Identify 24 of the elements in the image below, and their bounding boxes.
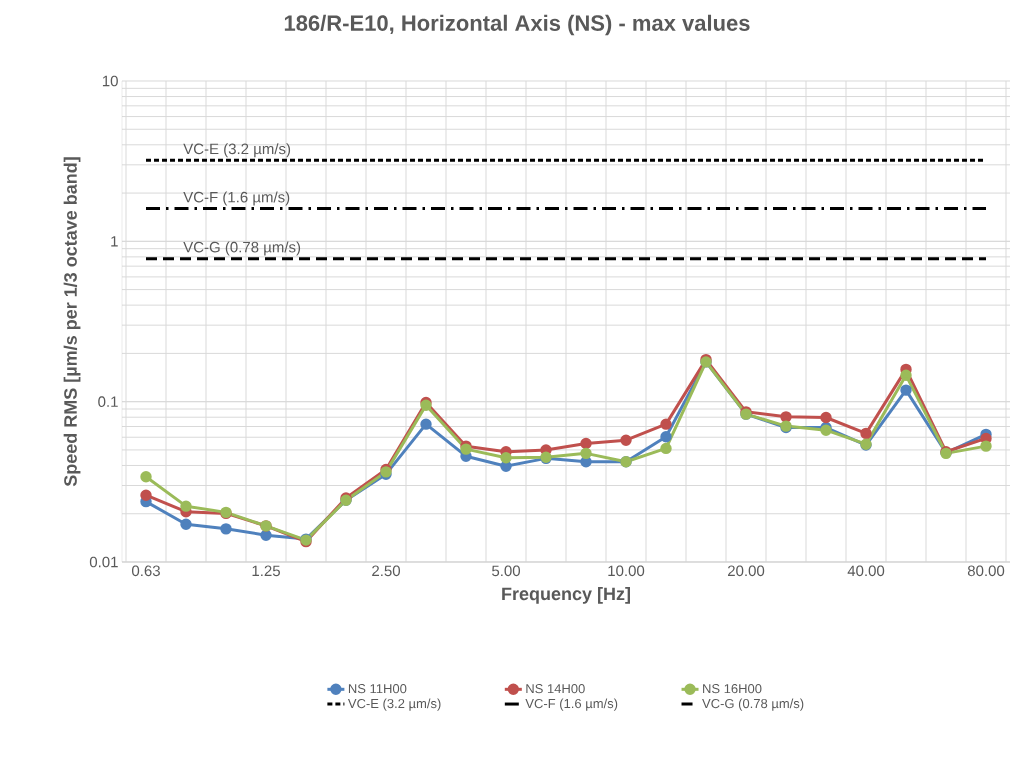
x-tick-label: 5.00 [492,565,521,577]
legend-label: NS 11H00 [348,684,407,694]
x-tick-label: 2.50 [372,565,401,577]
y-tick-label: 1 [111,236,118,247]
legend-label: NS 14H00 [526,684,585,694]
x-tick-label: 20.00 [727,565,765,577]
y-tick-label: 0.1 [98,396,118,407]
x-tick-label: 0.63 [132,565,160,577]
legend-label: VC-E (3.2 µm/s) [347,698,441,711]
y-axis-title: Speed RMS [µm/s per 1/3 octave band] [63,157,81,487]
annotation: VC-F (1.6 µm/s) [183,191,290,206]
legend-label: NS 16H00 [703,684,762,694]
annotation: VC-E (3.2 µm/s) [183,143,291,158]
legend-label: VC-F (1.6 µm/s) [525,698,618,711]
y-tick-label: 10 [102,75,118,87]
y-tick-label: 0.01 [89,556,118,568]
annotation: VC-G (0.78 µm/s) [183,241,301,256]
x-tick-label: 1.25 [252,565,280,577]
x-tick-label: 80.00 [967,565,1005,577]
x-tick-label: 10.00 [608,565,645,577]
x-tick-label: 40.00 [847,565,885,577]
x-axis-title: Frequency [Hz] [502,586,630,604]
legend-label: VC-G (0.78 µm/s) [702,698,804,711]
chart-title: 186/R-E10, Horizontal Axis (NS) - max values [284,14,750,36]
